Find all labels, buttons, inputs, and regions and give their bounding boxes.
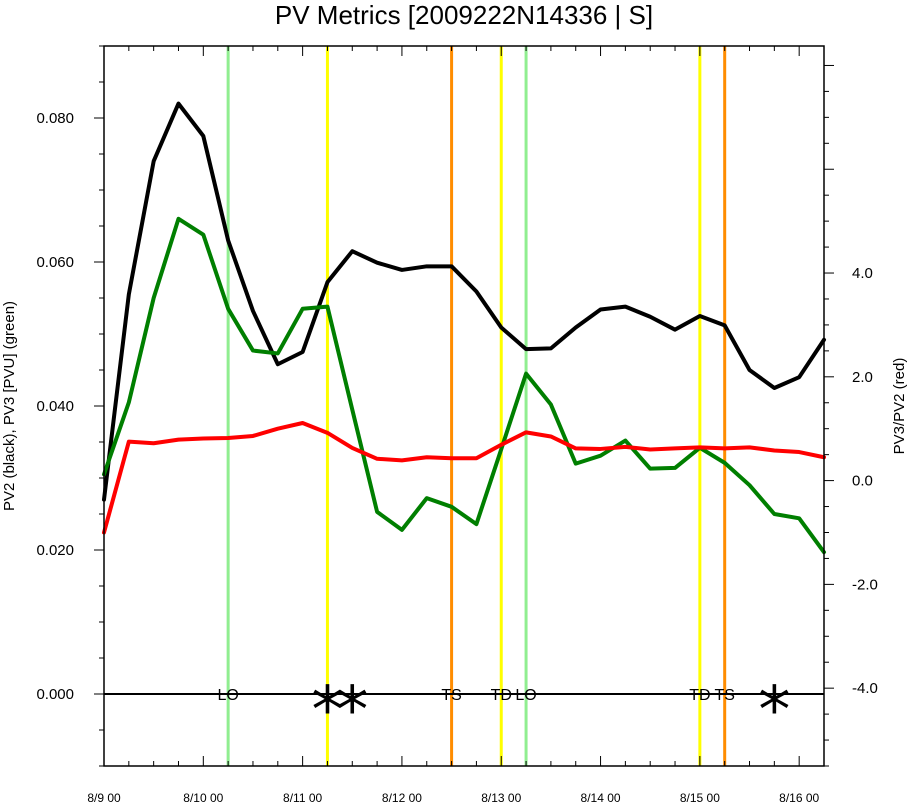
x-tick-label-7: 8/16 00 <box>779 791 819 805</box>
x-tick-label-2: 8/11 00 <box>283 791 322 805</box>
series-lines <box>102 101 826 555</box>
y-tick-label-left-4: 0.080 <box>36 110 74 127</box>
event-label-1: TS <box>441 687 461 704</box>
star-marker-2: * <box>758 674 790 748</box>
event-label-0: LO <box>217 687 238 704</box>
y-tick-label-right-1: -2.0 <box>852 576 878 593</box>
x-tick-label-0: 8/9 00 <box>87 791 121 805</box>
series-line-pv3 <box>102 216 826 555</box>
x-tick-label-5: 8/14 00 <box>581 791 621 805</box>
y-tick-label-left-0: 0.000 <box>36 686 74 703</box>
event-markers: ** * <box>311 674 790 748</box>
series-line-ratio <box>102 420 826 535</box>
event-lines <box>226 46 727 766</box>
event-label-5: TS <box>714 687 734 704</box>
chart-title: PV Metrics [2009222N14336 | S] <box>275 0 653 30</box>
x-tick-label-6: 8/15 00 <box>680 791 720 805</box>
event-labels: LO TS TD LO TD TS <box>217 687 734 704</box>
y-tick-label-left-3: 0.060 <box>36 254 74 271</box>
event-label-2: TD <box>491 687 512 704</box>
x-tick-label-3: 8/12 00 <box>382 791 422 805</box>
y-tick-label-right-2: 0.0 <box>852 473 873 490</box>
y-tick-label-left-2: 0.040 <box>36 398 74 415</box>
y-axis-label-left: PV2 (black), PV3 [PVU] (green) <box>1 301 18 511</box>
y-tick-label-left-1: 0.020 <box>36 542 74 559</box>
event-label-3: LO <box>515 687 536 704</box>
series-line-pv2 <box>102 101 826 502</box>
y-tick-label-right-3: 2.0 <box>852 369 873 386</box>
x-tick-label-1: 8/10 00 <box>183 791 223 805</box>
x-tick-label-4: 8/13 00 <box>481 791 521 805</box>
y-tick-label-right-0: -4.0 <box>852 680 878 697</box>
star-marker-0: * <box>311 674 343 748</box>
star-marker-1: * <box>336 674 368 748</box>
y-tick-label-right-4: 4.0 <box>852 265 873 282</box>
y-axis-label-right: PV3/PV2 (red) <box>891 358 908 455</box>
event-label-4: TD <box>689 687 710 704</box>
axes: 8/9 00 8/10 00 8/11 00 8/12 00 8/13 00 8/14 0… <box>36 45 878 805</box>
plot-frame <box>103 45 825 767</box>
